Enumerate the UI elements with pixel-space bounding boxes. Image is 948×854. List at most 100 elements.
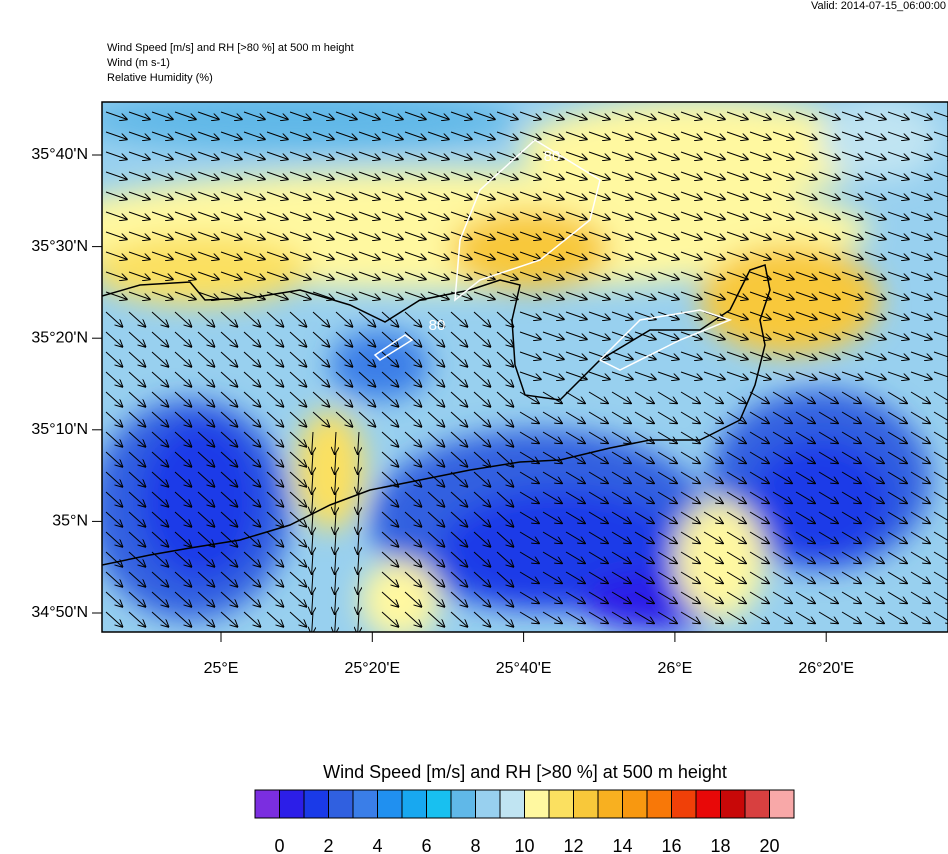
wind-arrow <box>197 191 219 199</box>
wind-arrow <box>312 231 334 239</box>
wind-arrow <box>335 331 352 347</box>
wind-arrow <box>335 291 357 299</box>
colorbar-swatch <box>303 789 329 819</box>
wind-arrow <box>404 151 426 159</box>
wind-arrow <box>565 371 587 379</box>
wind-arrow <box>519 291 541 299</box>
wind-arrow <box>611 611 631 623</box>
wind-arrow <box>335 451 336 474</box>
wind-arrow <box>335 551 336 574</box>
wind-arrow <box>243 251 265 259</box>
wind-arrow <box>841 411 861 423</box>
wind-arrow <box>105 211 127 219</box>
wind-arrow <box>473 311 490 327</box>
wind-arrow <box>289 251 311 259</box>
wind-arrow <box>703 291 725 299</box>
wind-arrow <box>358 231 380 239</box>
wind-arrow <box>450 131 472 139</box>
wind-arrow <box>128 211 150 219</box>
wind-arrow <box>818 131 840 139</box>
wind-arrow <box>841 591 861 603</box>
field: 80 80 <box>102 102 948 632</box>
wind-arrow <box>381 571 398 587</box>
wind-arrow <box>818 251 840 259</box>
wind-arrow <box>795 271 817 279</box>
wind-arrow <box>473 111 495 119</box>
wind-arrow <box>680 511 700 523</box>
wind-arrow <box>473 431 490 447</box>
wind-arrow <box>358 211 380 219</box>
wind-arrow <box>358 591 359 614</box>
colorbar-swatch <box>548 789 574 819</box>
wind-arrow <box>634 111 656 119</box>
wind-arrow <box>289 331 306 347</box>
wind-arrow <box>933 291 948 299</box>
wind-arrow <box>588 311 610 319</box>
wind-arrow <box>749 331 771 339</box>
wind-arrow <box>703 451 723 463</box>
wind-arrow <box>335 151 357 159</box>
wind-arrow <box>358 331 375 347</box>
wind-arrow <box>887 271 909 279</box>
wind-arrow <box>427 211 449 219</box>
wind-arrow <box>289 111 311 119</box>
wind-arrow <box>519 231 541 239</box>
wind-arrow <box>197 151 219 159</box>
wind-arrow <box>772 451 792 463</box>
wind-arrow <box>749 211 771 219</box>
wind-arrow <box>312 471 313 494</box>
wind-arrow <box>381 611 398 627</box>
wind-arrow <box>887 591 907 603</box>
wind-arrow <box>381 171 403 179</box>
wind-arrow <box>358 411 375 427</box>
wind-arrow <box>772 491 792 503</box>
wind-arrow <box>542 511 562 523</box>
wind-arrow <box>910 191 932 199</box>
wind-arrow <box>404 271 426 279</box>
wind-arrow <box>542 371 564 379</box>
wind-arrow <box>565 591 585 603</box>
wind-arrow <box>657 451 677 463</box>
wind-arrow <box>657 191 679 199</box>
wind-arrow <box>128 151 150 159</box>
wind-arrow <box>519 271 541 279</box>
wind-arrow <box>634 471 654 483</box>
valid-time: Valid: 2014-07-15_06:00:00 <box>811 0 946 12</box>
wind-arrow <box>726 571 746 583</box>
wind-arrow <box>243 371 260 387</box>
wind-arrow <box>657 531 677 543</box>
wind-arrow <box>243 271 265 279</box>
colorbar-tick-label: 16 <box>661 836 681 854</box>
wind-arrow <box>427 111 449 119</box>
wind-arrow <box>220 451 237 467</box>
wind-arrow <box>680 251 702 259</box>
wind-arrow <box>588 351 610 359</box>
wind-arrow <box>703 211 725 219</box>
colorbar-tick-label: 18 <box>710 836 730 854</box>
wind-arrow <box>427 271 449 279</box>
wind-arrow <box>772 391 792 403</box>
wind-arrow <box>105 391 122 407</box>
rh-contour <box>598 309 733 371</box>
wind-arrow <box>588 391 608 403</box>
wind-vectors <box>105 111 948 632</box>
wind-arrow <box>243 111 265 119</box>
wind-arrow <box>404 571 421 587</box>
wind-arrow <box>312 271 334 279</box>
wind-arrow <box>335 251 357 259</box>
wind-arrow <box>404 531 421 547</box>
wind-arrow <box>128 191 150 199</box>
wind-arrow <box>496 471 513 487</box>
wind-arrow <box>772 231 794 239</box>
wind-arrow <box>841 211 863 219</box>
wind-arrow <box>887 211 909 219</box>
wind-arrow <box>128 611 145 627</box>
wind-arrow <box>887 431 907 443</box>
wind-arrow <box>174 411 191 427</box>
wind-arrow <box>542 171 564 179</box>
wind-arrow <box>266 531 283 547</box>
wind-arrow <box>634 531 654 543</box>
wind-arrow <box>128 491 145 507</box>
wind-arrow <box>358 151 380 159</box>
wind-arrow <box>841 511 861 523</box>
